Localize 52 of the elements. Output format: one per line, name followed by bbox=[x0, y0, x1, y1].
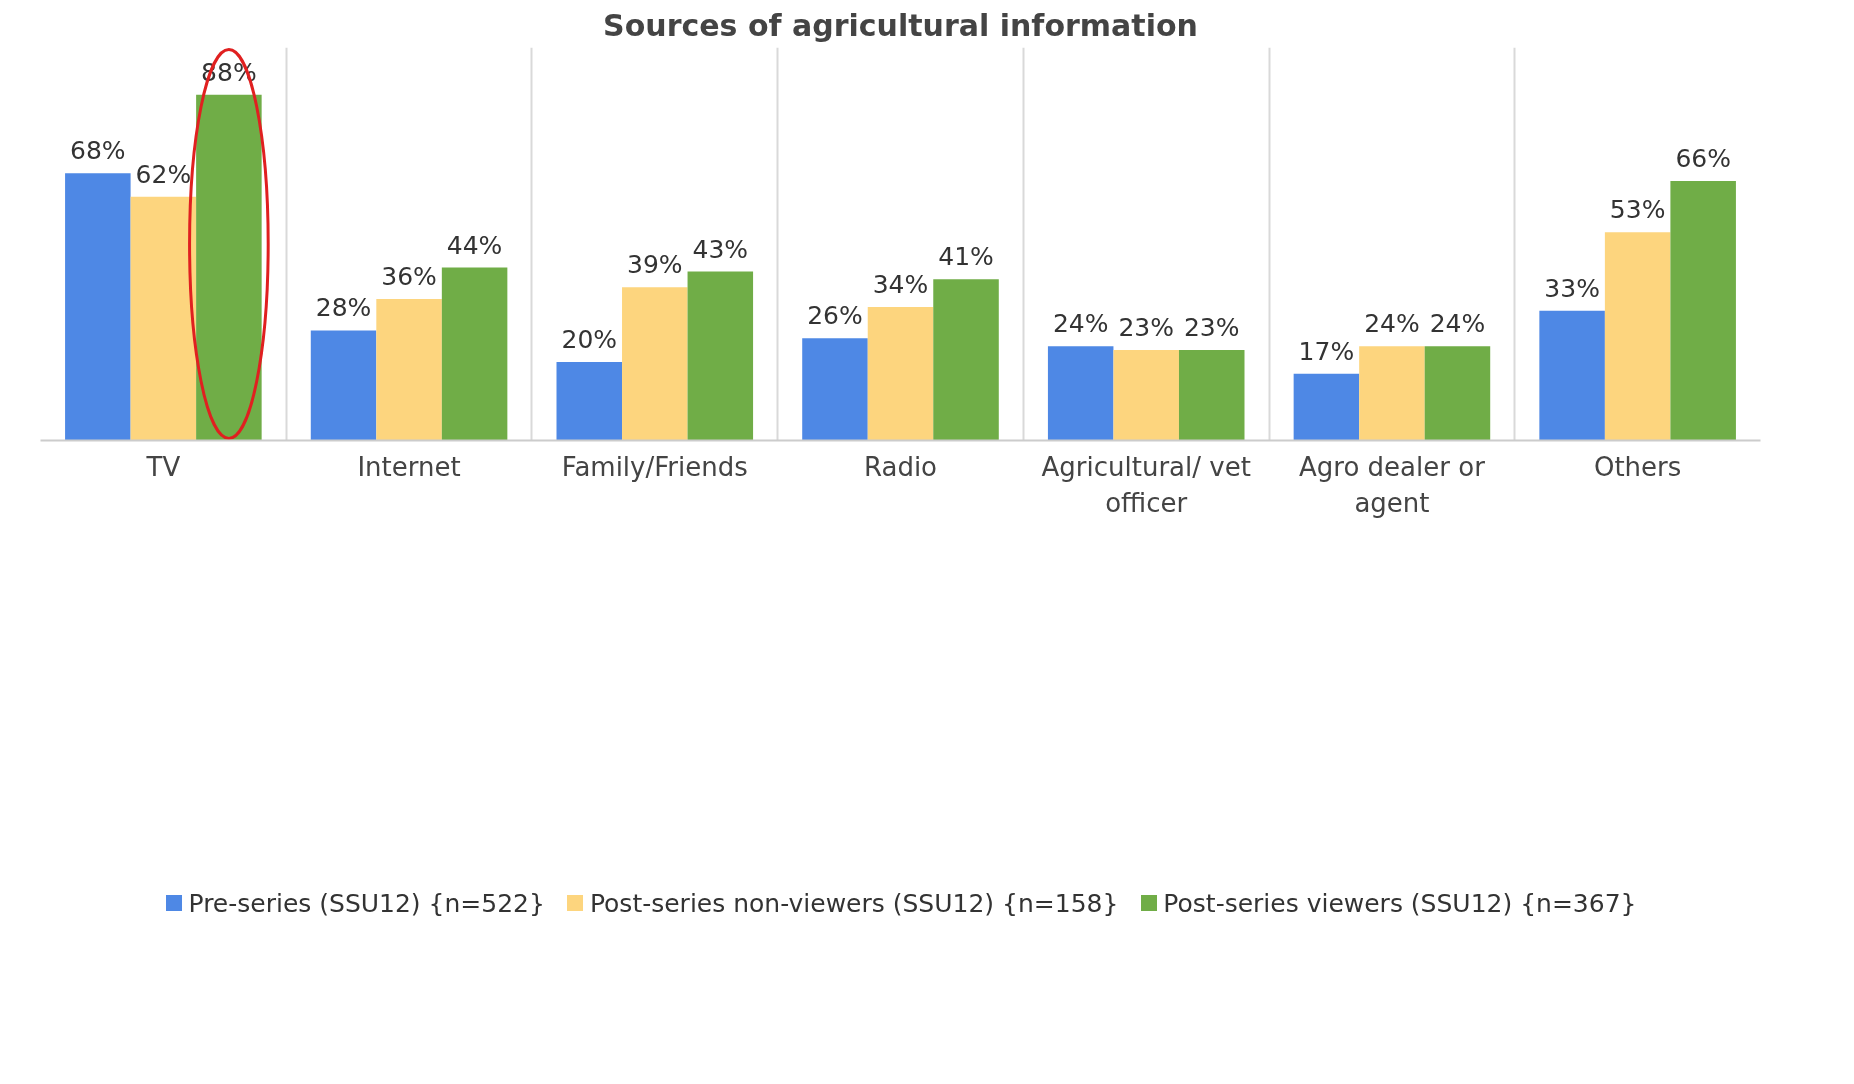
data-label: 23% bbox=[1118, 313, 1175, 343]
bar bbox=[1293, 373, 1360, 441]
data-label: 41% bbox=[938, 242, 994, 272]
legend-label: Post-series non-viewers (SSU12) {n=158} bbox=[589, 888, 1119, 918]
bar bbox=[1604, 232, 1671, 441]
data-label: 23% bbox=[1183, 313, 1240, 343]
bar bbox=[933, 279, 999, 441]
bar bbox=[196, 94, 262, 441]
legend-label: Post-series viewers (SSU12) {n=367} bbox=[1163, 888, 1637, 918]
data-label: 33% bbox=[1544, 273, 1600, 303]
data-label: 20% bbox=[561, 324, 618, 354]
x-tick-label: Others bbox=[1593, 451, 1682, 482]
data-label: 28% bbox=[315, 293, 372, 323]
bar bbox=[802, 338, 868, 441]
data-label: 68% bbox=[70, 136, 126, 166]
bar bbox=[622, 287, 688, 441]
bar bbox=[1424, 346, 1491, 441]
data-label: 26% bbox=[807, 301, 863, 331]
x-tick-label: TV bbox=[145, 451, 181, 482]
data-label: 34% bbox=[872, 269, 929, 299]
x-tick-label: Internet bbox=[357, 451, 461, 482]
x-tick-label: Agro dealer or agent bbox=[1299, 451, 1486, 518]
bar bbox=[1359, 346, 1425, 441]
data-label: 17% bbox=[1298, 336, 1355, 366]
data-label: 24% bbox=[1429, 309, 1486, 339]
x-tick-label: Family/Friends bbox=[561, 451, 748, 482]
data-label: 36% bbox=[381, 262, 437, 292]
bar bbox=[1670, 181, 1736, 441]
bar bbox=[441, 267, 508, 441]
data-label: 44% bbox=[446, 230, 503, 260]
x-tick-label: Radio bbox=[863, 451, 938, 482]
bar bbox=[1178, 350, 1245, 441]
legend-label: Pre-series (SSU12) {n=522} bbox=[188, 888, 545, 918]
bar bbox=[65, 173, 131, 441]
data-label: 43% bbox=[692, 234, 749, 264]
bar bbox=[310, 330, 377, 441]
chart-title: Sources of agricultural information bbox=[603, 7, 1198, 43]
bar bbox=[556, 361, 623, 441]
data-label: 24% bbox=[1364, 309, 1420, 339]
data-label: 39% bbox=[627, 250, 683, 280]
bar bbox=[687, 271, 754, 441]
bar bbox=[1047, 346, 1114, 441]
data-label: 53% bbox=[1609, 195, 1666, 225]
bar bbox=[1539, 310, 1605, 441]
bar bbox=[376, 299, 442, 441]
data-label: 62% bbox=[135, 159, 192, 189]
bar bbox=[867, 306, 934, 441]
data-label: 66% bbox=[1675, 144, 1731, 174]
bar bbox=[1113, 350, 1179, 441]
data-label: 24% bbox=[1052, 309, 1109, 339]
bar bbox=[130, 196, 197, 441]
x-tick-label: Agricultural/ vet officer bbox=[1041, 451, 1251, 518]
